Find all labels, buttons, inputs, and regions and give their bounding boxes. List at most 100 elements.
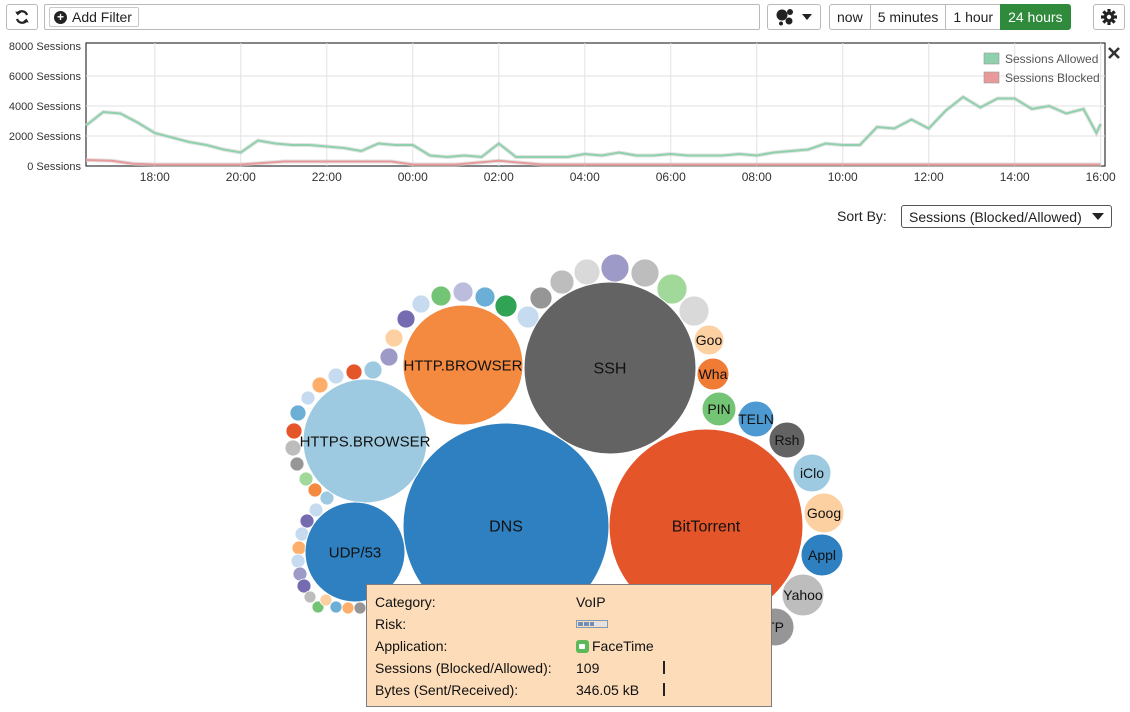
app-bubble-appl[interactable]: Appl [800,533,844,577]
bubble-circle[interactable] [781,573,825,617]
close-chart-icon[interactable] [1108,47,1120,59]
app-bubble-rsh[interactable]: Rsh [768,421,806,459]
app-bubble-yahoo[interactable]: Yahoo [781,573,825,617]
app-bubble[interactable] [396,309,416,329]
app-bubble[interactable] [630,258,660,288]
app-bubble[interactable] [289,404,307,422]
sort-by-select[interactable]: Sessions (Blocked/Allowed) [901,205,1112,228]
tooltip-sessions-value: 109 [576,660,600,676]
app-bubble-http-browser[interactable]: HTTP.BROWSER [402,304,524,426]
settings-button[interactable] [1093,4,1125,30]
app-bubble-ssh[interactable]: SSH [523,281,697,455]
app-bubble[interactable] [474,286,496,308]
app-bubble[interactable] [678,295,710,327]
bubble-circle[interactable] [696,357,730,391]
bubble-label: Goo [696,332,723,348]
add-filter-button[interactable]: + Add Filter [49,7,139,27]
bubble-label: HTTP.BROWSER [404,357,523,374]
tooltip-row-category: Category: VoIP [375,592,606,612]
app-bubble[interactable] [379,347,399,367]
chart-x-tick-label: 20:00 [226,170,256,184]
tooltip-bytes-label: Bytes (Sent/Received): [375,682,519,698]
app-bubble[interactable] [327,367,345,385]
app-bubble[interactable] [285,422,303,440]
app-bubble[interactable] [329,600,343,614]
app-bubble[interactable] [299,513,315,529]
series-line-sessions-allowed [85,95,1102,159]
app-bubble[interactable] [549,269,575,295]
app-bubble[interactable] [529,286,553,310]
app-bubble-goo[interactable]: Goo [693,324,725,356]
sort-by-value: Sessions (Blocked/Allowed) [909,208,1082,225]
bubble-circle[interactable] [768,421,806,459]
app-bubble[interactable] [307,482,323,498]
time-5min-button[interactable]: 5 minutes [869,4,947,30]
bubble-circle[interactable] [402,304,524,426]
chart-x-tick-label: 10:00 [828,170,858,184]
bubble-circle[interactable] [304,501,406,603]
chart-y-tick-label: 2000 Sessions [9,131,82,143]
app-bubble[interactable] [411,294,431,314]
time-24hours-button[interactable]: 24 hours [1000,4,1071,30]
app-bubble[interactable] [345,363,363,381]
app-bubble[interactable] [430,285,452,307]
chart-x-tick-label: 16:00 [1086,170,1116,184]
app-bubble[interactable] [290,553,306,569]
app-bubble[interactable] [319,593,333,607]
tooltip-application-value: FaceTime [592,638,654,654]
bubble-circle[interactable] [701,391,737,427]
refresh-button[interactable] [6,4,38,30]
bytes-mini-bar [663,683,665,696]
app-bubble-iclo[interactable]: iClo [792,453,832,493]
bubble-label: Yahoo [783,587,823,603]
app-bubble[interactable] [291,540,307,556]
app-bubble[interactable] [353,601,367,615]
app-bubble[interactable] [296,578,312,594]
app-bubble[interactable] [494,294,518,318]
app-bubble-teln[interactable]: TELN [737,400,775,438]
app-bubble[interactable] [303,590,317,604]
app-bubble[interactable] [384,328,404,348]
app-bubble-pin[interactable]: PIN [701,391,737,427]
view-toggle-button[interactable] [767,4,821,30]
app-bubble[interactable] [600,253,630,283]
chart-x-tick-label: 08:00 [742,170,772,184]
plus-circle-icon: + [54,10,67,24]
tooltip-row-risk: Risk: [375,614,608,634]
sessions-chart: 8000 Sessions 6000 Sessions 4000 Sessions 2… [0,36,1130,192]
app-bubble[interactable] [341,601,355,615]
app-bubble-udp-53[interactable]: UDP/53 [304,501,406,603]
app-bubble-bittorrent[interactable]: BitTorrent [608,428,804,624]
app-bubble[interactable] [308,502,324,518]
filter-bar[interactable]: + Add Filter [44,4,760,30]
app-bubble[interactable] [311,376,329,394]
app-bubble[interactable] [284,439,302,457]
app-bubble[interactable] [452,281,474,303]
app-bubble-https-browser[interactable]: HTTPS.BROWSER [300,378,431,504]
bubble-circle[interactable] [693,324,725,356]
bubble-circle[interactable] [523,281,697,455]
app-bubble[interactable] [298,471,314,487]
app-bubble[interactable] [300,390,316,406]
chart-x-tick-label: 14:00 [1000,170,1030,184]
sort-by-label: Sort By: [837,208,887,224]
app-bubble[interactable] [363,360,383,380]
app-bubble[interactable] [656,273,688,305]
bubble-label: iClo [800,465,824,481]
bubble-circle[interactable] [800,533,844,577]
app-bubble-goog[interactable]: Goog [803,492,845,534]
app-bubble[interactable] [319,490,335,506]
app-bubble[interactable] [573,258,601,286]
app-bubble-wha[interactable]: Wha [696,357,730,391]
bubble-circle[interactable] [792,453,832,493]
bubble-circle[interactable] [737,400,775,438]
chart-y-tick-label: 6000 Sessions [9,71,82,83]
time-now-button[interactable]: now [829,4,871,30]
time-1hour-button[interactable]: 1 hour [945,4,1002,30]
app-bubble[interactable] [311,600,325,614]
risk-segment [589,622,595,626]
chart-x-tick-label: 00:00 [398,170,428,184]
bubble-circle[interactable] [803,492,845,534]
app-bubble[interactable] [289,456,305,472]
app-bubble[interactable] [516,305,540,329]
